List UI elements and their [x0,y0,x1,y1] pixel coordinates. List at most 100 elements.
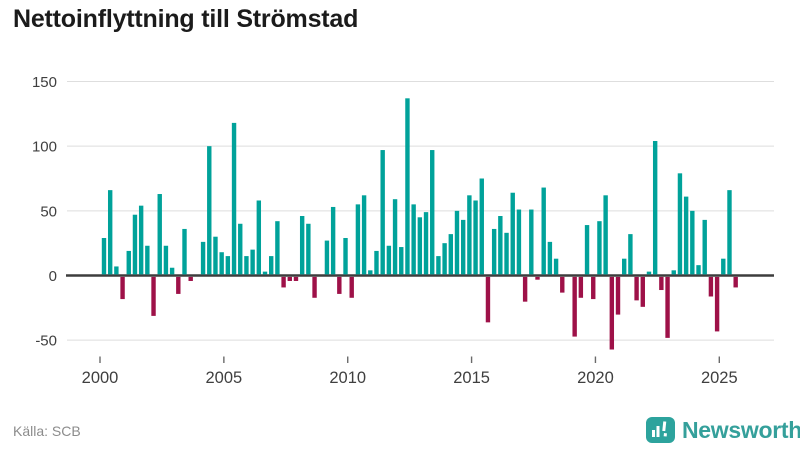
bar-2003-Q1 [169,267,175,275]
bar-2009-Q2 [324,240,330,275]
bar-2005-Q3 [231,122,237,275]
bar-2003-Q2 [176,276,181,294]
bar-2007-Q4 [287,276,292,281]
bar-2001-Q2 [126,250,131,275]
page-title: Nettoinflyttning till Strömstad [13,5,359,33]
bar-2016-Q4 [510,192,515,275]
bar-2018-Q3 [553,258,559,275]
bar-2023-Q1 [665,276,670,338]
bar-2016-Q2 [498,216,503,275]
bar-2002-Q3 [157,194,162,275]
bar-2015-Q2 [473,200,478,275]
bar-2014-Q1 [442,243,447,275]
bar-2022-Q1 [640,276,645,307]
bar-2007-Q2 [275,221,280,275]
bar-2021-Q1 [615,276,621,315]
bar-2005-Q2 [225,256,231,275]
bar-2001-Q1 [120,276,125,300]
bar-2008-Q1 [293,276,299,281]
bar-2022-Q4 [659,276,664,291]
bar-2018-Q2 [547,241,553,275]
x-axis-label: 2025 [701,369,738,387]
bar-2014-Q2 [448,234,454,275]
bar-2019-Q2 [572,276,577,337]
bar-2017-Q3 [529,209,534,275]
bar-2013-Q3 [430,150,435,275]
bar-2006-Q1 [244,256,249,275]
bar-chart-exclamation-icon [652,421,667,437]
bar-2006-Q3 [256,200,262,275]
bar-2017-Q4 [535,276,540,280]
y-axis-label: -50 [35,333,57,350]
bar-2018-Q1 [541,187,546,275]
bar-2008-Q2 [299,216,305,275]
bar-2002-Q1 [145,245,150,275]
x-axis-label: 2010 [329,369,366,387]
bar-2001-Q3 [132,214,138,275]
bar-2013-Q2 [423,212,429,275]
bar-2016-Q1 [491,228,497,275]
bar-2008-Q3 [306,223,311,275]
newsworthy-wordmark: Newsworthy [682,417,800,443]
bar-2013-Q1 [417,217,423,275]
bar-2013-Q4 [436,256,441,275]
source-caption: Källa: SCB [13,423,81,439]
bar-2004-Q2 [200,241,206,275]
bar-2025-Q2 [721,258,726,275]
bar-2019-Q3 [578,276,584,298]
bar-2005-Q4 [238,223,243,275]
bar-2017-Q1 [516,209,522,275]
bar-2014-Q3 [454,210,460,275]
bar-2025-Q3 [727,190,732,275]
newsworthy-logo: Newsworthy [646,413,800,447]
bar-2012-Q1 [392,199,398,275]
bar-2009-Q4 [337,276,342,294]
y-axis-label: 50 [40,203,57,220]
bar-2002-Q2 [151,276,156,316]
bar-2000-Q2 [101,237,107,275]
bar-2025-Q4 [733,276,738,288]
bar-2023-Q4 [683,196,689,275]
bar-2023-Q3 [677,173,683,275]
bar-2021-Q4 [634,276,639,301]
y-axis-label: 150 [32,74,57,91]
bar-2021-Q3 [628,234,633,275]
bar-2008-Q4 [312,276,317,298]
bar-2017-Q2 [522,276,528,302]
y-axis-label: 100 [32,139,57,156]
bar-2012-Q3 [405,98,410,275]
bar-2010-Q3 [355,204,361,275]
x-axis-label: 2015 [453,369,490,387]
bar-2012-Q4 [411,204,416,275]
bar-2007-Q1 [269,256,274,275]
bar-2010-Q2 [349,276,354,298]
bar-2001-Q4 [138,205,144,275]
bar-2000-Q3 [107,190,113,275]
bar-2010-Q1 [343,237,348,275]
bar-2022-Q2 [646,271,652,275]
bar-2004-Q3 [207,146,212,275]
bar-2024-Q2 [696,265,701,275]
bar-2016-Q3 [504,232,509,275]
bar-2006-Q4 [262,271,268,275]
newsworthy-badge-icon [646,417,675,443]
bar-2025-Q1 [714,276,720,332]
bar-2005-Q1 [219,252,224,275]
bar-2003-Q3 [182,228,187,275]
bar-2024-Q3 [702,219,707,275]
bar-2020-Q2 [597,221,602,275]
bar-2020-Q4 [609,276,615,350]
bar-2020-Q3 [603,195,608,275]
bar-2015-Q3 [479,178,484,275]
bar-2011-Q1 [368,270,373,275]
bar-2019-Q4 [584,225,590,275]
bar-2024-Q4 [708,276,714,297]
bar-2000-Q4 [114,266,119,275]
bar-2023-Q2 [671,270,676,275]
x-axis-label: 2005 [206,369,243,387]
x-axis-label: 2000 [82,369,119,387]
bar-2018-Q4 [560,276,565,293]
bar-2022-Q3 [652,140,658,275]
bar-2011-Q3 [380,150,385,275]
bar-2021-Q2 [622,258,627,275]
